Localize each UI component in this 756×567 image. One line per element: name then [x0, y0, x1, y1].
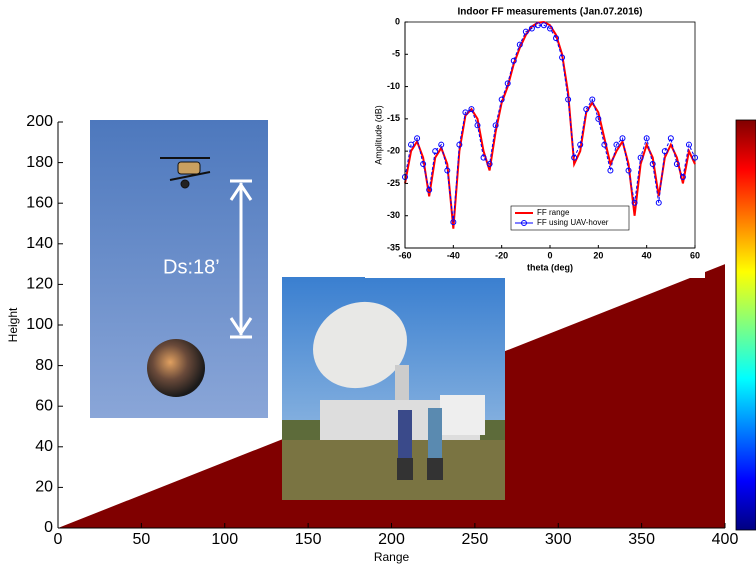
x-tick-label: 350: [628, 531, 655, 548]
legend-label: FF using UAV-hover: [537, 218, 609, 227]
y-tick-label: 20: [35, 479, 53, 496]
y-axis-label: Height: [6, 307, 20, 342]
y-tick-label: -25: [387, 178, 400, 188]
y-axis-label: Amplitude (dB): [373, 105, 383, 165]
y-tick-label: -15: [387, 113, 400, 123]
y-tick-label: 120: [26, 276, 53, 293]
y-tick-label: 0: [395, 16, 400, 26]
y-tick-label: 100: [26, 316, 53, 333]
figure: 0501001502002503003504000204060801001201…: [0, 0, 756, 567]
x-tick-label: 50: [132, 531, 150, 548]
x-tick-label: 200: [378, 531, 405, 548]
y-tick-label: 80: [35, 357, 53, 374]
x-axis-label: theta (deg): [527, 262, 573, 272]
y-tick-label: -20: [387, 146, 400, 156]
colorbar: [736, 120, 756, 530]
drone-photo: Ds:18’: [90, 120, 268, 418]
x-tick-label: 0: [54, 531, 63, 548]
x-tick-label: 20: [593, 250, 603, 260]
y-tick-label: 60: [35, 397, 53, 414]
x-tick-label: 250: [462, 531, 489, 548]
y-tick-label: 40: [35, 438, 53, 455]
x-tick-label: -20: [495, 250, 508, 260]
x-tick-label: 60: [690, 250, 700, 260]
y-tick-label: 200: [26, 113, 53, 130]
x-tick-label: 40: [642, 250, 652, 260]
page: {"chart_data":[ {"type":"area","xlabel":…: [0, 0, 756, 567]
y-tick-label: 0: [44, 519, 53, 536]
antenna-photo: [282, 277, 505, 500]
x-tick-label: -40: [447, 250, 460, 260]
y-tick-label: 160: [26, 194, 53, 211]
x-tick-label: 0: [547, 250, 552, 260]
y-tick-label: 140: [26, 235, 53, 252]
legend-label: FF range: [537, 208, 570, 217]
x-tick-label: 400: [712, 531, 739, 548]
x-tick-label: 100: [211, 531, 238, 548]
x-tick-label: 150: [295, 531, 322, 548]
y-tick-label: -5: [392, 49, 400, 59]
x-axis-label: Range: [374, 550, 410, 564]
x-tick-label: 300: [545, 531, 572, 548]
x-tick-label: -60: [398, 250, 411, 260]
distance-label: Ds:18’: [163, 256, 220, 278]
y-tick-label: -30: [387, 210, 400, 220]
y-tick-label: -10: [387, 81, 400, 91]
chart-title: Indoor FF measurements (Jan.07.2016): [457, 7, 642, 18]
y-tick-label: 180: [26, 154, 53, 171]
y-tick-label: -35: [387, 242, 400, 252]
